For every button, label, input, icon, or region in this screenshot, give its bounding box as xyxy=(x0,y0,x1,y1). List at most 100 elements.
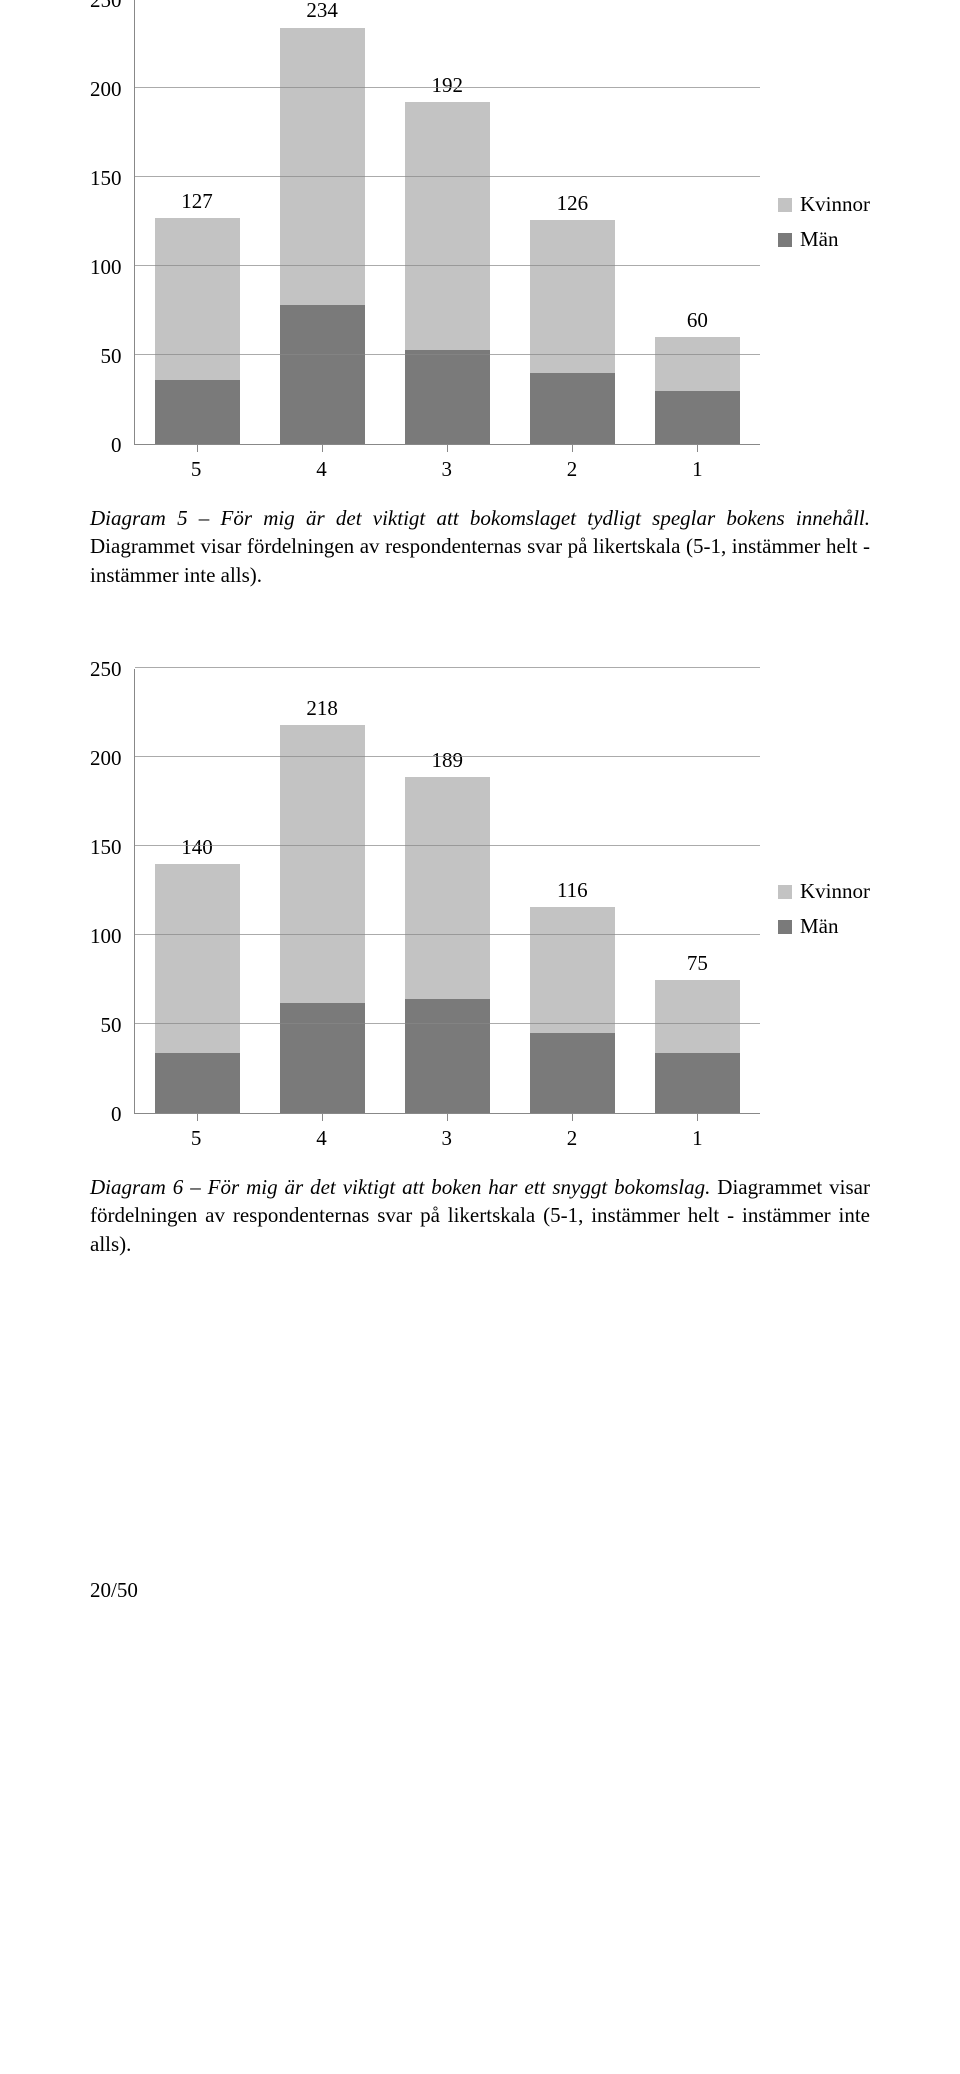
bar-value-label: 234 xyxy=(260,0,385,23)
bar-segment-kvinnor xyxy=(280,28,365,306)
legend-item-man: Män xyxy=(778,227,870,252)
bar-slot: 189 xyxy=(385,669,510,1113)
bar-segment-kvinnor xyxy=(155,864,240,1053)
x-axis-labels-2: 54321 xyxy=(134,1126,761,1151)
x-tick-mark xyxy=(447,1113,448,1121)
legend-2: Kvinnor Män xyxy=(778,879,870,949)
plot-area-2: 140 218 189 116 75 xyxy=(134,669,761,1114)
bar-segment-kvinnor xyxy=(280,725,365,1003)
bar-value-label: 126 xyxy=(510,191,635,216)
bar-value-label: 218 xyxy=(260,696,385,721)
bar-segment-kvinnor xyxy=(155,218,240,380)
bar-stack xyxy=(155,218,240,444)
legend-item-kvinnor: Kvinnor xyxy=(778,192,870,217)
gridline xyxy=(135,934,761,935)
x-tick-label: 4 xyxy=(259,457,384,482)
gridline xyxy=(135,756,761,757)
x-tick-mark xyxy=(447,444,448,452)
gridline xyxy=(135,667,761,668)
bar-stack xyxy=(280,725,365,1113)
chart-2: 250200150100500 140 218 189 116 75 54321 Kvi… xyxy=(90,669,870,1258)
x-tick-label: 3 xyxy=(384,1126,509,1151)
x-tick-label: 1 xyxy=(635,457,760,482)
bar-value-label: 140 xyxy=(135,835,260,860)
legend-item-man: Män xyxy=(778,914,870,939)
bar-segment-kvinnor xyxy=(405,777,490,1000)
bar-stack xyxy=(155,864,240,1113)
x-tick-mark xyxy=(197,444,198,452)
gridline xyxy=(135,1023,761,1024)
caption-2: Diagram 6 – För mig är det viktigt att b… xyxy=(90,1173,870,1258)
x-tick-mark xyxy=(572,444,573,452)
bar-value-label: 75 xyxy=(635,951,760,976)
bar-slot: 234 xyxy=(260,0,385,444)
x-tick-mark xyxy=(197,1113,198,1121)
x-tick-label: 5 xyxy=(134,1126,259,1151)
bar-segment-kvinnor xyxy=(655,980,740,1053)
legend-swatch-kvinnor-icon xyxy=(778,198,792,212)
legend-1: Kvinnor Män xyxy=(778,192,870,262)
bar-segment-man xyxy=(155,1053,240,1114)
bar-segment-man xyxy=(655,391,740,444)
bar-slot: 140 xyxy=(135,669,260,1113)
bar-slot: 75 xyxy=(635,669,760,1113)
bar-value-label: 189 xyxy=(385,748,510,773)
x-tick-mark xyxy=(697,444,698,452)
bar-segment-kvinnor xyxy=(655,337,740,390)
bar-value-label: 60 xyxy=(635,308,760,333)
x-tick-mark xyxy=(697,1113,698,1121)
legend-label-man: Män xyxy=(800,227,839,252)
bar-stack xyxy=(530,220,615,444)
chart-1: 250200150100500 12723419212660 54321 Kvi… xyxy=(90,0,870,589)
legend-label-man: Män xyxy=(800,914,839,939)
bar-stack xyxy=(405,777,490,1113)
x-axis-labels-1: 54321 xyxy=(134,457,761,482)
bar-segment-man xyxy=(530,1033,615,1113)
x-tick-label: 1 xyxy=(635,1126,760,1151)
bar-stack xyxy=(530,907,615,1113)
caption-1-rest: Diagrammet visar fördelningen av respond… xyxy=(90,534,870,586)
plot-area-1: 127234 192 126 60 xyxy=(134,0,761,445)
legend-label-kvinnor: Kvinnor xyxy=(800,879,870,904)
y-axis-1: 250200150100500 xyxy=(90,0,134,445)
x-tick-label: 2 xyxy=(509,457,634,482)
bar-stack xyxy=(405,102,490,444)
bar-slot: 127 xyxy=(135,0,260,444)
gridline xyxy=(135,265,761,266)
bar-stack xyxy=(280,28,365,445)
x-tick-label: 2 xyxy=(509,1126,634,1151)
x-tick-label: 5 xyxy=(134,457,259,482)
bar-stack xyxy=(655,980,740,1113)
legend-label-kvinnor: Kvinnor xyxy=(800,192,870,217)
bar-segment-man xyxy=(655,1053,740,1114)
gridline xyxy=(135,176,761,177)
caption-1-lead: Diagram 5 – För mig är det viktigt att b… xyxy=(90,506,870,530)
bar-segment-man xyxy=(530,373,615,444)
bar-slot: 116 xyxy=(510,669,635,1113)
legend-item-kvinnor: Kvinnor xyxy=(778,879,870,904)
bar-slot: 60 xyxy=(635,0,760,444)
caption-2-lead: Diagram 6 – För mig är det viktigt att b… xyxy=(90,1175,710,1199)
x-tick-mark xyxy=(322,444,323,452)
bar-segment-man xyxy=(280,305,365,444)
x-tick-label: 3 xyxy=(384,457,509,482)
bar-slot: 192 xyxy=(385,0,510,444)
page-number: 20/50 xyxy=(90,1578,870,1603)
bar-segment-kvinnor xyxy=(530,907,615,1033)
gridline xyxy=(135,845,761,846)
bar-segment-man xyxy=(405,350,490,444)
bar-segment-man xyxy=(155,380,240,444)
bar-value-label: 192 xyxy=(385,73,510,98)
legend-swatch-kvinnor-icon xyxy=(778,885,792,899)
gridline xyxy=(135,87,761,88)
bar-segment-kvinnor xyxy=(530,220,615,373)
bar-slot: 218 xyxy=(260,669,385,1113)
bar-slot: 126 xyxy=(510,0,635,444)
legend-swatch-man-icon xyxy=(778,920,792,934)
bar-segment-man xyxy=(280,1003,365,1113)
caption-1: Diagram 5 – För mig är det viktigt att b… xyxy=(90,504,870,589)
y-axis-2: 250200150100500 xyxy=(90,669,134,1114)
gridline xyxy=(135,354,761,355)
bar-value-label: 116 xyxy=(510,878,635,903)
x-tick-mark xyxy=(572,1113,573,1121)
